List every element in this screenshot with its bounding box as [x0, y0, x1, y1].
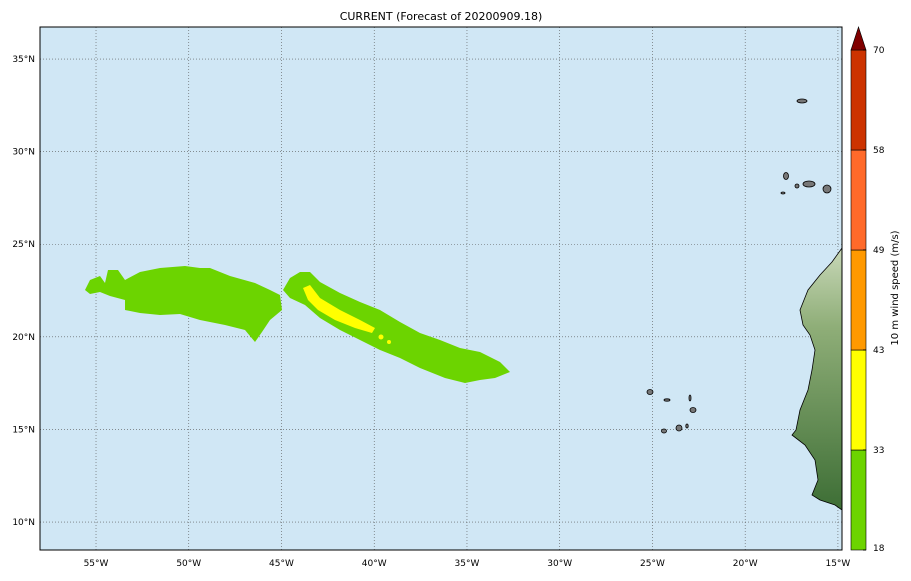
colorbar-tick-label: 43 — [873, 346, 884, 356]
lat-tick-label: 15°N — [12, 425, 35, 435]
map-frame — [39, 26, 843, 551]
colorbar-segment — [850, 149, 867, 251]
colorbar-segment — [850, 349, 867, 451]
africa-coast — [791, 246, 843, 511]
lat-tick-label: 30°N — [12, 148, 35, 158]
lon-tick-label: 50°W — [176, 559, 201, 569]
colorbar-label: 10 m wind speed (m/s) — [890, 230, 901, 345]
wind-area-strong — [303, 285, 375, 333]
grid — [40, 27, 842, 550]
colorbar-segment — [850, 249, 867, 351]
lon-tick-label: 40°W — [362, 559, 387, 569]
wind-area-strong — [387, 340, 391, 344]
colorbar-segment — [850, 449, 867, 551]
colorbar-tick-label: 58 — [873, 146, 885, 156]
lon-tick-label: 55°W — [84, 559, 109, 569]
lat-tick-label: 20°N — [12, 333, 35, 343]
colorbar-tick-label: 70 — [873, 46, 885, 56]
lat-tick-label: 35°N — [12, 55, 35, 65]
lon-tick-label: 25°W — [640, 559, 665, 569]
wind-area-strong — [378, 334, 384, 340]
lat-tick-label: 25°N — [12, 240, 35, 250]
colorbar-tick-label: 49 — [873, 246, 885, 256]
lon-tick-label: 45°W — [269, 559, 294, 569]
lon-tick-label: 35°W — [455, 559, 480, 569]
colorbar-tick-label: 33 — [873, 446, 884, 456]
colorbar: 18 33 43 49 58 70 — [850, 26, 885, 554]
lon-tick-label: 30°W — [547, 559, 572, 569]
map-title: CURRENT (Forecast of 20200909.18) — [340, 10, 543, 23]
islands — [646, 98, 832, 434]
colorbar-tick-label: 18 — [873, 544, 885, 554]
colorbar-segment — [850, 49, 867, 151]
wind-area — [85, 266, 282, 342]
colorbar-extend — [850, 26, 867, 51]
wind-area — [283, 272, 510, 383]
lat-tick-label: 10°N — [12, 518, 35, 528]
lon-tick-label: 15°W — [825, 559, 850, 569]
lon-tick-label: 20°W — [733, 559, 758, 569]
